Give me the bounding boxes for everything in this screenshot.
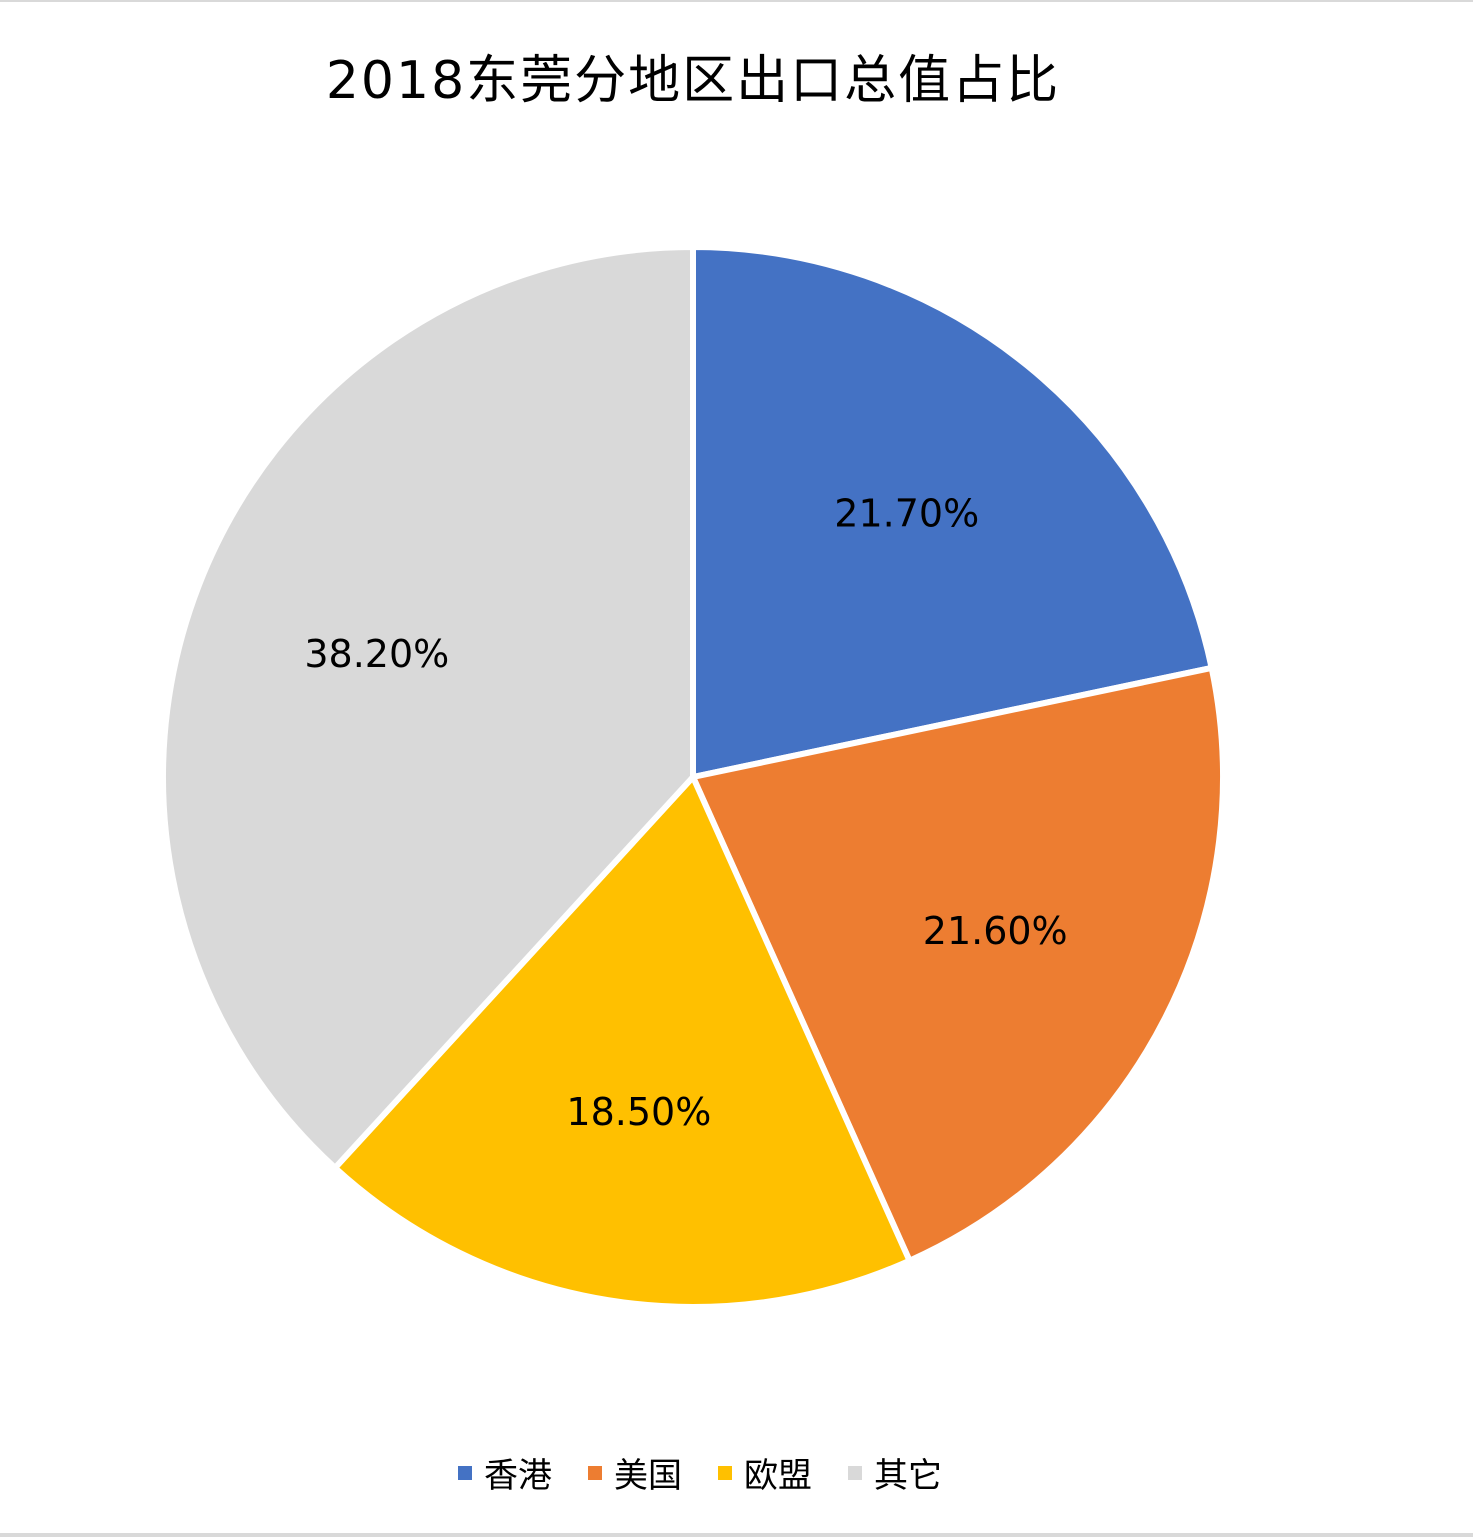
data-label-other: 38.20% [304, 632, 449, 676]
pie-slices [160, 244, 1226, 1311]
legend-label-usa: 美国 [614, 1456, 682, 1496]
legend-item-eu: 欧盟 [718, 1448, 812, 1497]
data-label-hongkong: 21.70% [834, 492, 979, 536]
legend-swatch-usa [588, 1465, 602, 1480]
legend-item-other: 其它 [848, 1448, 942, 1497]
pie-slice-usa [690, 664, 1226, 1264]
legend-label-hongkong: 香港 [484, 1456, 552, 1496]
legend-swatch-hongkong [458, 1465, 472, 1480]
legend-label-other: 其它 [874, 1456, 942, 1496]
pie-slice-eu [332, 774, 913, 1311]
legend-item-usa: 美国 [588, 1448, 682, 1497]
legend-swatch-eu [718, 1465, 732, 1480]
chart-title: 2018东莞分地区出口总值占比 [325, 51, 1061, 111]
pie-slice-other [160, 244, 696, 1171]
data-label-eu: 18.50% [566, 1090, 711, 1134]
legend-item-hongkong: 香港 [458, 1448, 552, 1497]
pie-slice-hongkong [690, 244, 1215, 780]
legend: 香港 美国 欧盟 其它 [0, 1448, 1400, 1497]
data-label-usa: 21.60% [923, 909, 1068, 953]
pie-data-labels: 21.70% 21.60% 18.50% 38.20% [304, 492, 1067, 1134]
legend-label-eu: 欧盟 [744, 1456, 812, 1496]
legend-swatch-other [848, 1465, 862, 1480]
